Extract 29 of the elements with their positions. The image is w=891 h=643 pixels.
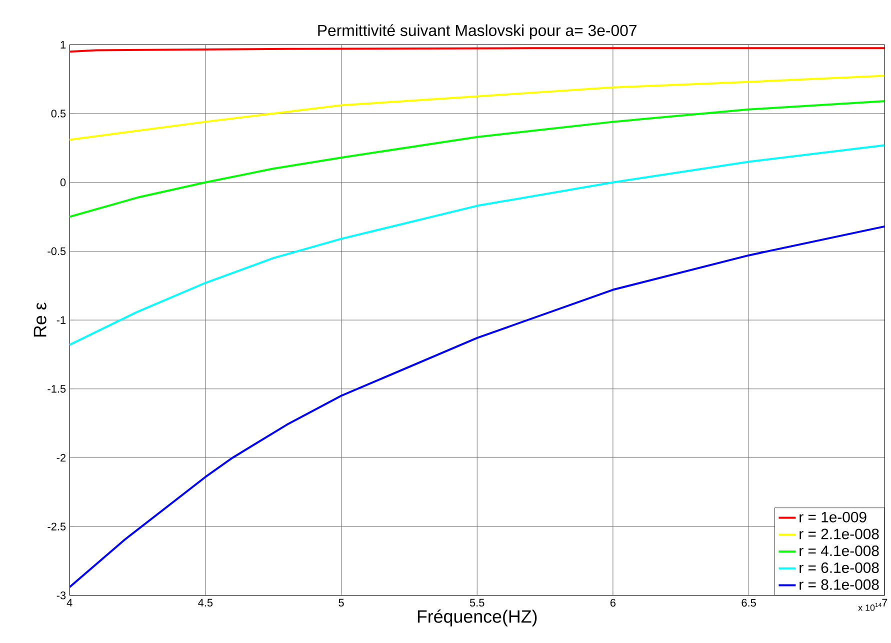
x-axis-title: Fréquence(HZ) (418, 609, 537, 626)
x-tick-label: 7 (882, 598, 888, 606)
legend-label: r = 1e-009 (800, 512, 866, 522)
line-series (70, 100, 885, 218)
y-tick-label: 1 (60, 40, 66, 48)
y-tick-label: -3 (56, 591, 66, 600)
x-tick-label: 6 (610, 598, 616, 607)
y-tick-label: 0.5 (51, 110, 66, 118)
x-tick-label: 6.5 (742, 598, 756, 607)
y-tick-label: -1 (56, 316, 66, 324)
y-tick-label: -0.5 (48, 247, 66, 256)
legend-label: r = 8.1e-008 (800, 579, 879, 590)
x-tick-label: 4.5 (198, 598, 213, 606)
chart-title: Permittivité suivant Maslovski pour a= 3e-007 (318, 24, 636, 40)
x-tick-label: 5 (338, 598, 344, 606)
x-tick-label: 5.5 (470, 598, 484, 606)
y-tick-label: -2.5 (48, 522, 66, 530)
y-tick-label: -2 (56, 454, 66, 462)
legend-label: r = 2.1e-008 (800, 528, 879, 540)
y-tick-label: 0 (60, 178, 66, 186)
line-series (70, 225, 885, 588)
legend-label: r = 4.1e-008 (800, 546, 879, 556)
line-series (70, 74, 885, 141)
y-tick-label: -1.5 (48, 385, 66, 393)
legend-label: r = 6.1e-008 (800, 562, 879, 573)
text: x 10$^{14}$ (858, 602, 882, 611)
x-tick-label: 4 (66, 598, 72, 606)
line-series (70, 144, 885, 346)
y-axis-title: Re ε (34, 302, 46, 336)
